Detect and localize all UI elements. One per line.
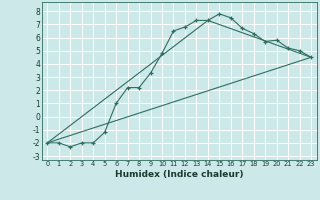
X-axis label: Humidex (Indice chaleur): Humidex (Indice chaleur) <box>115 170 244 179</box>
